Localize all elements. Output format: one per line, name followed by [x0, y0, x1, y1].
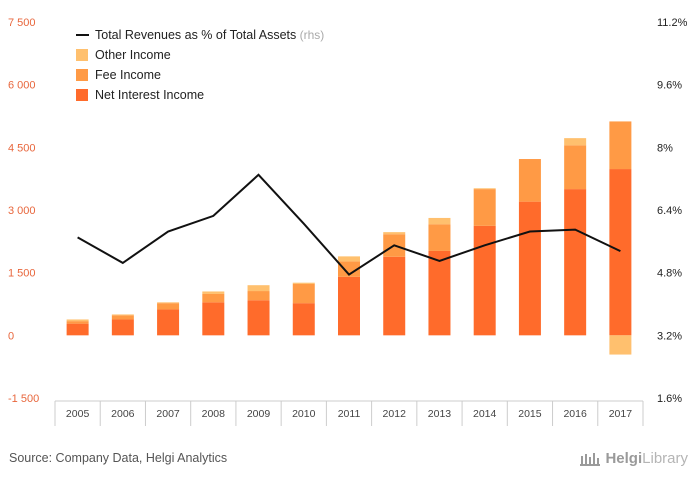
bar-segment — [247, 285, 270, 292]
y-left-tick-label: 6 000 — [8, 80, 36, 92]
legend-label: Net Interest Income — [95, 88, 204, 102]
bar-segment — [473, 189, 496, 226]
x-tick-label: 2013 — [428, 408, 452, 420]
bar-segment — [157, 309, 180, 336]
x-tick-label: 2014 — [473, 408, 497, 420]
x-tick-label: 2017 — [609, 408, 633, 420]
y-right-tick-label: 3.2% — [657, 330, 682, 342]
bar-segment — [157, 303, 180, 310]
bar-segment — [383, 232, 406, 235]
y-left-tick-label: 1 500 — [8, 268, 36, 280]
y-left-tick-label: 4 500 — [8, 142, 36, 154]
y-left-tick-label: 0 — [8, 330, 14, 342]
bar-segment — [66, 323, 89, 336]
bar-segment — [111, 315, 134, 320]
bar-segment — [473, 225, 496, 336]
bar-segment — [609, 169, 632, 336]
bar-segment — [338, 261, 360, 277]
bar-segment — [564, 189, 587, 336]
legend-swatch — [76, 89, 88, 101]
bar-segment — [111, 314, 134, 316]
y-right-tick-label: 8% — [657, 142, 673, 154]
x-tick-label: 2016 — [563, 408, 587, 420]
legend-label: Fee Income — [95, 68, 161, 82]
bar-segment — [473, 188, 496, 190]
bar-segment — [564, 138, 587, 146]
y-right-tick-label: 6.4% — [657, 205, 682, 217]
legend-swatch — [76, 69, 88, 81]
bar-segment — [202, 293, 225, 303]
x-tick-label: 2007 — [156, 408, 180, 420]
bar-segment — [292, 282, 315, 284]
legend-label: Total Revenues as % of Total Assets (rhs… — [95, 28, 324, 42]
bar-segment — [428, 217, 451, 225]
brand-logo: Helgi Library — [579, 449, 688, 467]
y-right-tick-label: 9.6% — [657, 80, 682, 92]
bar-segment — [428, 250, 451, 336]
bar-segment — [609, 121, 632, 170]
bar-segment — [247, 300, 270, 336]
bar-segment — [338, 276, 360, 336]
x-tick-label: 2012 — [383, 408, 407, 420]
y-right-tick-label: 1.6% — [657, 393, 682, 405]
bar-segment — [202, 302, 225, 336]
x-tick-label: 2009 — [247, 408, 271, 420]
bar-segment — [428, 224, 451, 251]
bar-segment — [247, 291, 270, 301]
bar-segment — [609, 335, 632, 355]
x-tick-label: 2015 — [518, 408, 542, 420]
bar-segment — [383, 256, 406, 336]
x-tick-label: 2010 — [292, 408, 316, 420]
legend-label: Other Income — [95, 48, 171, 62]
y-left-tick-label: 3 000 — [8, 205, 36, 217]
library-logo-icon — [580, 453, 601, 466]
source-note: Source: Company Data, Helgi Analytics — [9, 451, 228, 465]
bar-segment — [202, 291, 225, 294]
bar-segment — [66, 319, 89, 322]
bar-segment — [518, 159, 541, 202]
x-tick-label: 2011 — [338, 408, 361, 420]
x-tick-label: 2006 — [111, 408, 135, 420]
bar-segment — [338, 256, 360, 262]
x-tick-label: 2005 — [66, 408, 90, 420]
chart: -1 500 0 1 500 3 000 4 500 6 000 7 500 1.6% 3.2%… — [8, 17, 688, 426]
brand-name-part1: Helgi — [605, 449, 643, 467]
x-tick-label: 2008 — [202, 408, 226, 420]
y-right-tick-label: 11.2% — [657, 17, 688, 29]
bar-segment — [292, 283, 315, 304]
y-right-tick-label: 4.8% — [657, 268, 682, 280]
bar-segment — [518, 201, 541, 336]
legend-label-suffix: (rhs) — [296, 28, 324, 42]
footer: Source: Company Data, Helgi Analytics He… — [0, 441, 700, 483]
revenue-ratio-line — [77, 173, 621, 276]
bar-segment — [564, 145, 587, 190]
bar-segment — [66, 321, 89, 324]
bar-segment — [157, 302, 180, 304]
legend-swatch — [76, 49, 88, 61]
brand-name-part2: Library — [642, 449, 688, 467]
bar-segment — [111, 319, 134, 336]
y-left-tick-label: -1 500 — [8, 393, 39, 405]
y-left-tick-label: 7 500 — [8, 17, 36, 29]
bar-segment — [292, 303, 315, 336]
